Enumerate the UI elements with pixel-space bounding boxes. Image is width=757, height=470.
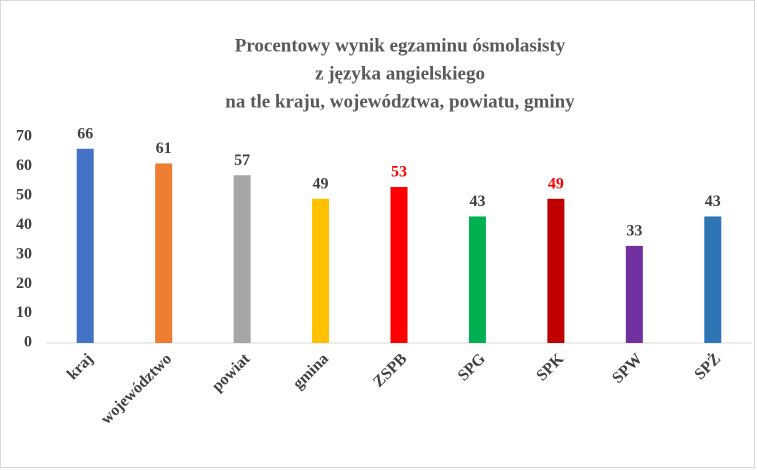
value-label: 66	[77, 125, 93, 142]
value-label: 33	[626, 223, 642, 240]
chart-title: na tle kraju, województwa, powiatu, gmin…	[225, 91, 575, 112]
bar	[390, 187, 408, 343]
value-label: 43	[705, 193, 721, 210]
y-tick-label: 10	[16, 304, 32, 321]
value-label: 43	[469, 193, 485, 210]
bar	[704, 216, 722, 343]
value-label: 57	[234, 152, 250, 169]
bar	[76, 148, 94, 343]
y-tick-label: 30	[16, 245, 32, 262]
value-label: 53	[391, 164, 407, 181]
value-label: 49	[548, 175, 564, 192]
y-tick-label: 0	[24, 334, 32, 351]
bar	[312, 198, 330, 343]
chart-title: z języka angielskiego	[315, 63, 485, 84]
bar	[625, 245, 643, 343]
chart-title: Procentowy wynik egzaminu ósmolasisty	[235, 35, 566, 56]
bar	[155, 163, 173, 343]
y-tick-label: 20	[16, 275, 32, 292]
y-tick-label: 60	[16, 157, 32, 174]
y-tick-label: 40	[16, 216, 32, 233]
bar	[468, 216, 486, 343]
bar	[233, 175, 251, 343]
bar	[547, 198, 565, 343]
value-label: 49	[313, 175, 329, 192]
y-tick-label: 70	[16, 128, 32, 145]
y-tick-label: 50	[16, 187, 32, 204]
value-label: 61	[156, 140, 172, 157]
